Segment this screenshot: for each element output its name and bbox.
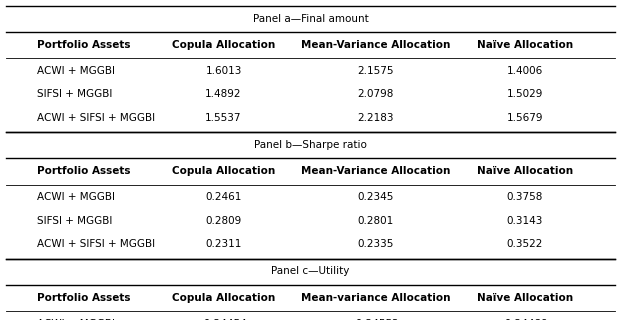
Text: 0.2809: 0.2809	[206, 216, 242, 226]
Text: 0.3522: 0.3522	[507, 239, 543, 249]
Text: Copula Allocation: Copula Allocation	[172, 292, 275, 303]
Text: Portfolio Assets: Portfolio Assets	[37, 292, 131, 303]
Text: 2.0798: 2.0798	[358, 89, 394, 100]
Text: Copula Allocation: Copula Allocation	[172, 166, 275, 176]
Text: 2.1575: 2.1575	[358, 66, 394, 76]
Text: 2.2183: 2.2183	[358, 113, 394, 123]
Text: Panel b—Sharpe ratio: Panel b—Sharpe ratio	[254, 140, 367, 150]
Text: 0.2335: 0.2335	[358, 239, 394, 249]
Text: -0.24489: -0.24489	[501, 319, 548, 320]
Text: 1.6013: 1.6013	[206, 66, 242, 76]
Text: 1.4892: 1.4892	[206, 89, 242, 100]
Text: -0.24454: -0.24454	[200, 319, 247, 320]
Text: Naïve Allocation: Naïve Allocation	[477, 40, 573, 50]
Text: Naïve Allocation: Naïve Allocation	[477, 292, 573, 303]
Text: Portfolio Assets: Portfolio Assets	[37, 40, 131, 50]
Text: SIFSI + MGGBI: SIFSI + MGGBI	[37, 216, 112, 226]
Text: Panel a—Final amount: Panel a—Final amount	[253, 13, 368, 24]
Text: 1.5537: 1.5537	[206, 113, 242, 123]
Text: Mean-Variance Allocation: Mean-Variance Allocation	[301, 40, 450, 50]
Text: 0.3143: 0.3143	[507, 216, 543, 226]
Text: ACWI + SIFSI + MGGBI: ACWI + SIFSI + MGGBI	[37, 239, 155, 249]
Text: 0.3758: 0.3758	[507, 192, 543, 203]
Text: 0.2461: 0.2461	[206, 192, 242, 203]
Text: Portfolio Assets: Portfolio Assets	[37, 166, 131, 176]
Text: Naïve Allocation: Naïve Allocation	[477, 166, 573, 176]
Text: 1.4006: 1.4006	[507, 66, 543, 76]
Text: Panel c—Utility: Panel c—Utility	[271, 266, 350, 276]
Text: Copula Allocation: Copula Allocation	[172, 40, 275, 50]
Text: ACWI + MGGBI: ACWI + MGGBI	[37, 319, 116, 320]
Text: SIFSI + MGGBI: SIFSI + MGGBI	[37, 89, 112, 100]
Text: ACWI + MGGBI: ACWI + MGGBI	[37, 192, 116, 203]
Text: Mean-variance Allocation: Mean-variance Allocation	[301, 292, 450, 303]
Text: ACWI + MGGBI: ACWI + MGGBI	[37, 66, 116, 76]
Text: 1.5679: 1.5679	[507, 113, 543, 123]
Text: 0.2801: 0.2801	[358, 216, 394, 226]
Text: ACWI + SIFSI + MGGBI: ACWI + SIFSI + MGGBI	[37, 113, 155, 123]
Text: 1.5029: 1.5029	[507, 89, 543, 100]
Text: 0.2311: 0.2311	[206, 239, 242, 249]
Text: -0.24552: -0.24552	[352, 319, 399, 320]
Text: 0.2345: 0.2345	[358, 192, 394, 203]
Text: Mean-Variance Allocation: Mean-Variance Allocation	[301, 166, 450, 176]
